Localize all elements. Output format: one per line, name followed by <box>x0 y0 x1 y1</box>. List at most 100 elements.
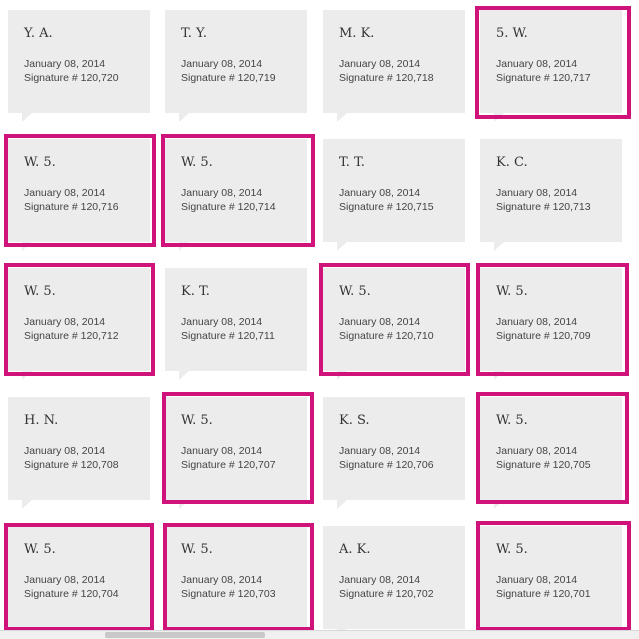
signature-number: Signature # 120,703 <box>181 588 276 600</box>
signature-card[interactable]: W. 5. January 08, 2014 Signature # 120,701 <box>480 526 622 638</box>
speech-bubble-tail <box>337 242 347 251</box>
highlight-border <box>4 263 155 376</box>
signature-date: January 08, 2014 <box>339 445 421 457</box>
highlight-border <box>163 523 314 631</box>
signer-initials: W. 5. <box>181 413 213 428</box>
signer-initials: T. T. <box>339 155 365 170</box>
signer-initials: W. 5. <box>24 284 56 299</box>
signature-date: January 08, 2014 <box>24 574 106 586</box>
signature-number: Signature # 120,714 <box>181 201 276 213</box>
highlight-border <box>161 134 315 247</box>
signature-date: January 08, 2014 <box>24 316 106 328</box>
signer-initials: Y. A. <box>24 26 53 41</box>
speech-bubble-tail <box>179 371 189 380</box>
signer-initials: K. C. <box>496 155 528 170</box>
signature-card[interactable]: W. 5. January 08, 2014 Signature # 120,705 <box>480 397 622 509</box>
signature-date: January 08, 2014 <box>339 58 421 70</box>
highlight-border <box>476 521 631 631</box>
signer-initials: W. 5. <box>24 155 56 170</box>
signer-initials: W. 5. <box>339 284 371 299</box>
signature-date: January 08, 2014 <box>496 187 578 199</box>
signature-number: Signature # 120,702 <box>339 588 434 600</box>
signature-number: Signature # 120,719 <box>181 72 276 84</box>
signature-date: January 08, 2014 <box>339 187 421 199</box>
signature-date: January 08, 2014 <box>181 316 263 328</box>
signature-card[interactable]: W. 5. January 08, 2014 Signature # 120,716 <box>8 139 150 251</box>
signature-number: Signature # 120,717 <box>496 72 591 84</box>
signature-number: Signature # 120,711 <box>181 330 275 342</box>
speech-bubble-tail <box>22 113 32 122</box>
signature-number: Signature # 120,718 <box>339 72 434 84</box>
signature-card[interactable]: K. S. January 08, 2014 Signature # 120,706 <box>323 397 465 509</box>
signature-card[interactable]: W. 5. January 08, 2014 Signature # 120,704 <box>8 526 150 638</box>
signer-initials: W. 5. <box>24 542 56 557</box>
signature-date: January 08, 2014 <box>339 574 421 586</box>
signer-initials: W. 5. <box>496 542 528 557</box>
signature-card[interactable]: M. K. January 08, 2014 Signature # 120,718 <box>323 10 465 122</box>
signature-number: Signature # 120,701 <box>496 588 591 600</box>
signature-card[interactable]: W. 5. January 08, 2014 Signature # 120,714 <box>165 139 307 251</box>
speech-bubble-tail <box>22 500 32 509</box>
signature-card[interactable]: W. 5. January 08, 2014 Signature # 120,712 <box>8 268 150 380</box>
signature-card[interactable]: K. C. January 08, 2014 Signature # 120,713 <box>480 139 622 251</box>
signature-date: January 08, 2014 <box>496 445 578 457</box>
signature-number: Signature # 120,709 <box>496 330 591 342</box>
highlight-border <box>476 263 629 376</box>
speech-bubble-tail <box>337 113 347 122</box>
signature-date: January 08, 2014 <box>496 316 578 328</box>
signature-card[interactable]: W. 5. January 08, 2014 Signature # 120,703 <box>165 526 307 638</box>
signer-initials: W. 5. <box>496 284 528 299</box>
signer-initials: W. 5. <box>496 413 528 428</box>
signer-initials: K. S. <box>339 413 370 428</box>
signature-number: Signature # 120,712 <box>24 330 119 342</box>
highlight-border <box>4 134 156 247</box>
signer-initials: T. Y. <box>181 26 208 41</box>
signer-initials: M. K. <box>339 26 375 41</box>
signature-number: Signature # 120,706 <box>339 459 434 471</box>
signature-number: Signature # 120,715 <box>339 201 434 213</box>
scrollbar-thumb[interactable] <box>105 632 265 638</box>
highlight-border <box>476 392 629 504</box>
horizontal-scrollbar[interactable] <box>0 630 639 639</box>
speech-bubble-tail <box>494 242 504 251</box>
speech-bubble-tail <box>337 500 347 509</box>
signature-date: January 08, 2014 <box>496 574 578 586</box>
signature-date: January 08, 2014 <box>181 187 263 199</box>
signature-card[interactable]: T. T. January 08, 2014 Signature # 120,715 <box>323 139 465 251</box>
signature-date: January 08, 2014 <box>181 58 263 70</box>
signature-card[interactable]: W. 5. January 08, 2014 Signature # 120,710 <box>323 268 465 380</box>
signature-date: January 08, 2014 <box>496 58 578 70</box>
highlight-border <box>319 263 470 376</box>
signer-initials: A. K. <box>339 542 371 557</box>
signer-initials: W. 5. <box>181 542 213 557</box>
signature-number: Signature # 120,705 <box>496 459 591 471</box>
highlight-border <box>162 392 314 504</box>
signature-card[interactable]: 5. W. January 08, 2014 Signature # 120,717 <box>480 10 622 122</box>
signature-card[interactable]: T. Y. January 08, 2014 Signature # 120,719 <box>165 10 307 122</box>
signer-initials: K. T. <box>181 284 210 299</box>
signature-number: Signature # 120,710 <box>339 330 434 342</box>
speech-bubble-tail <box>179 500 189 509</box>
signature-card[interactable]: W. 5. January 08, 2014 Signature # 120,707 <box>165 397 307 509</box>
signature-number: Signature # 120,713 <box>496 201 591 213</box>
signature-number: Signature # 120,720 <box>24 72 119 84</box>
signature-card[interactable]: K. T. January 08, 2014 Signature # 120,711 <box>165 268 307 380</box>
highlight-border <box>4 523 154 631</box>
signature-card[interactable]: H. N. January 08, 2014 Signature # 120,708 <box>8 397 150 509</box>
signature-number: Signature # 120,704 <box>24 588 119 600</box>
speech-bubble-tail <box>494 500 504 509</box>
signer-initials: W. 5. <box>181 155 213 170</box>
signature-number: Signature # 120,716 <box>24 201 119 213</box>
speech-bubble-tail <box>179 113 189 122</box>
signature-card[interactable]: Y. A. January 08, 2014 Signature # 120,720 <box>8 10 150 122</box>
signature-date: January 08, 2014 <box>181 445 263 457</box>
highlight-border <box>475 6 631 119</box>
signature-date: January 08, 2014 <box>24 445 106 457</box>
signature-number: Signature # 120,708 <box>24 459 119 471</box>
signature-date: January 08, 2014 <box>24 187 106 199</box>
signature-number: Signature # 120,707 <box>181 459 276 471</box>
signer-initials: 5. W. <box>496 26 528 41</box>
signature-date: January 08, 2014 <box>24 58 106 70</box>
signature-card[interactable]: A. K. January 08, 2014 Signature # 120,702 <box>323 526 465 638</box>
